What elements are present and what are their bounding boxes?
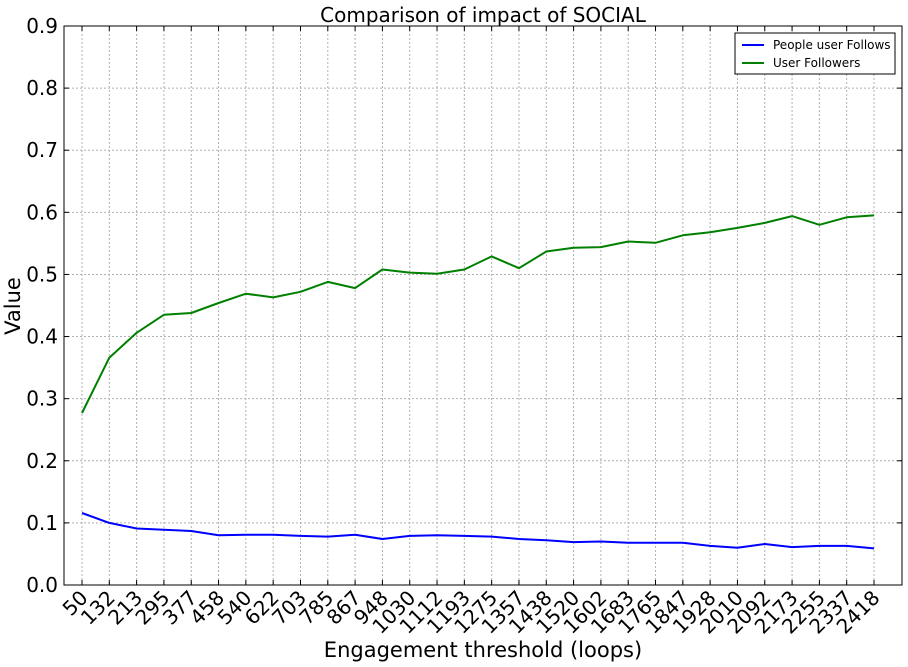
y-tick-label: 0.4 (26, 325, 58, 349)
grid-lines (64, 25, 902, 586)
y-tick-label: 0.2 (26, 449, 58, 473)
x-axis-label: Engagement threshold (loops) (324, 638, 642, 662)
y-tick-label: 0.9 (26, 14, 58, 38)
y-tick-label: 0.5 (26, 262, 58, 286)
legend-box (734, 32, 896, 75)
chart-title: Comparison of impact of SOCIAL (320, 3, 647, 27)
x-tick-labels: 5013221329537745854062270378586794810301… (58, 586, 885, 639)
series-lines (81, 214, 875, 550)
axis-ticks (64, 25, 902, 586)
y-axis-label: Value (1, 277, 25, 335)
series-line-0 (81, 512, 875, 550)
y-tick-label: 0.8 (26, 76, 58, 100)
y-tick-label: 0.7 (26, 138, 58, 162)
legend-entry: User Followers (773, 56, 860, 70)
y-tick-label: 0.1 (26, 511, 58, 535)
legend-entry: People user Follows (773, 38, 891, 52)
y-tick-label: 0.0 (26, 573, 58, 597)
y-tick-labels: 0.0 0.1 0.2 0.3 0.4 0.5 0.6 0.7 0.8 0.9 (26, 14, 58, 597)
y-tick-label: 0.3 (26, 387, 58, 411)
series-line-1 (81, 214, 875, 414)
plot-frame (63, 25, 903, 586)
y-tick-label: 0.6 (26, 200, 58, 224)
legend: People user Follows User Followers (734, 32, 896, 75)
